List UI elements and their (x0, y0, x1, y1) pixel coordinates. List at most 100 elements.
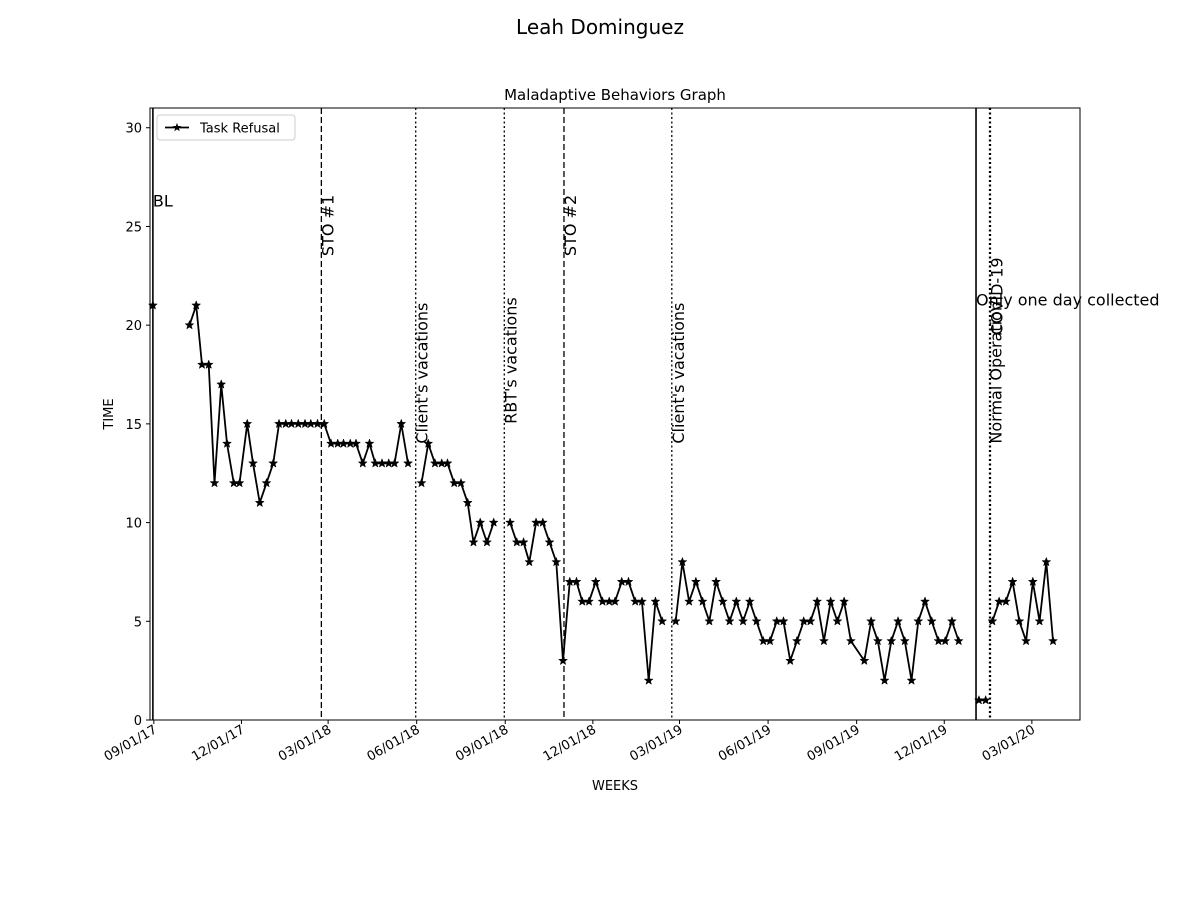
data-point (234, 477, 245, 488)
data-point (1047, 635, 1059, 646)
data-point (724, 615, 735, 626)
data-point (926, 615, 937, 626)
data-point (650, 596, 661, 606)
data-point (805, 615, 816, 626)
data-point (751, 615, 762, 626)
data-point (505, 517, 516, 527)
data-point (737, 615, 749, 626)
x-tick-label: 03/01/20 (980, 722, 1038, 764)
data-point (370, 458, 381, 468)
data-point (940, 635, 951, 646)
data-point (818, 635, 829, 646)
data-point (325, 438, 337, 448)
data-point (203, 359, 214, 369)
data-point (319, 418, 330, 429)
axes-frame (149, 107, 1081, 721)
data-point (697, 596, 708, 606)
data-point (630, 596, 641, 606)
legend-box (156, 114, 296, 141)
data-point (462, 497, 473, 508)
data-point (778, 615, 789, 626)
data-point (643, 675, 654, 685)
data-point (744, 596, 755, 606)
data-point (312, 418, 323, 429)
y-tick-label: 25 (125, 220, 142, 235)
data-point (711, 576, 722, 587)
data-point (933, 635, 944, 646)
phase-label: Client's vacations (413, 303, 432, 444)
series-line (674, 561, 960, 682)
phase-label: STO #1 (318, 195, 337, 256)
y-tick-label: 5 (134, 615, 142, 630)
legend: Task Refusal (156, 114, 296, 141)
data-point (670, 615, 681, 626)
phase-label: COVID-19 (987, 257, 1006, 335)
data-point (704, 615, 715, 626)
series-line (420, 442, 495, 544)
data-point (376, 458, 388, 468)
data-point (583, 596, 595, 606)
data-point (717, 596, 728, 606)
data-point (475, 517, 486, 527)
y-tick-label: 30 (125, 122, 142, 137)
x-tick-label: 06/01/19 (716, 722, 774, 764)
legend-label: Task Refusal (199, 122, 280, 137)
phase-label: Normal Operation (987, 301, 1006, 444)
data-point (357, 458, 368, 468)
data-point (1021, 635, 1032, 646)
y-tick-label: 15 (125, 418, 142, 433)
data-point (899, 635, 910, 646)
data-point (396, 418, 407, 429)
data-point (293, 418, 304, 429)
data-point (690, 576, 701, 587)
data-point (518, 537, 529, 547)
data-point (886, 635, 897, 646)
x-axis-label: WEEKS (592, 779, 638, 794)
data-point (196, 359, 208, 369)
data-point (623, 576, 634, 587)
x-tick-label: 03/01/19 (627, 722, 685, 764)
data-point (242, 418, 253, 429)
series-line (991, 561, 1054, 642)
data-point (488, 517, 499, 527)
data-point (577, 596, 588, 606)
data-point (879, 675, 890, 685)
chart-suptitle: Leah Dominguez (516, 15, 684, 39)
data-point (455, 477, 467, 488)
data-point (980, 694, 991, 705)
phase-label: Only one day collected (976, 290, 1160, 309)
data-point (571, 576, 582, 587)
data-point (684, 596, 695, 606)
data-point (481, 537, 493, 547)
data-point (812, 596, 823, 606)
data-point (832, 615, 843, 626)
data-point (184, 319, 195, 330)
data-point (468, 537, 479, 547)
data-point (364, 438, 375, 448)
data-point (913, 615, 924, 626)
data-point (551, 556, 562, 567)
x-tick-label: 09/01/18 (453, 722, 511, 764)
data-point (216, 379, 227, 389)
data-point (247, 458, 259, 468)
data-point (261, 477, 272, 488)
data-point (268, 458, 279, 468)
y-tick-label: 0 (134, 714, 142, 729)
data-point (305, 418, 316, 429)
data-point (350, 438, 362, 448)
data-point (953, 635, 964, 646)
data-point (609, 596, 621, 606)
data-point (389, 458, 400, 468)
phase-label: BL (153, 192, 173, 211)
data-point (919, 596, 931, 606)
x-tick-label: 12/01/19 (892, 722, 950, 764)
data-point (191, 300, 202, 310)
data-point (254, 497, 265, 508)
data-point (221, 438, 233, 448)
data-point (597, 596, 608, 606)
data-point (845, 635, 856, 646)
data-point (677, 556, 688, 567)
y-tick-label: 10 (125, 517, 142, 532)
data-point (544, 537, 555, 547)
